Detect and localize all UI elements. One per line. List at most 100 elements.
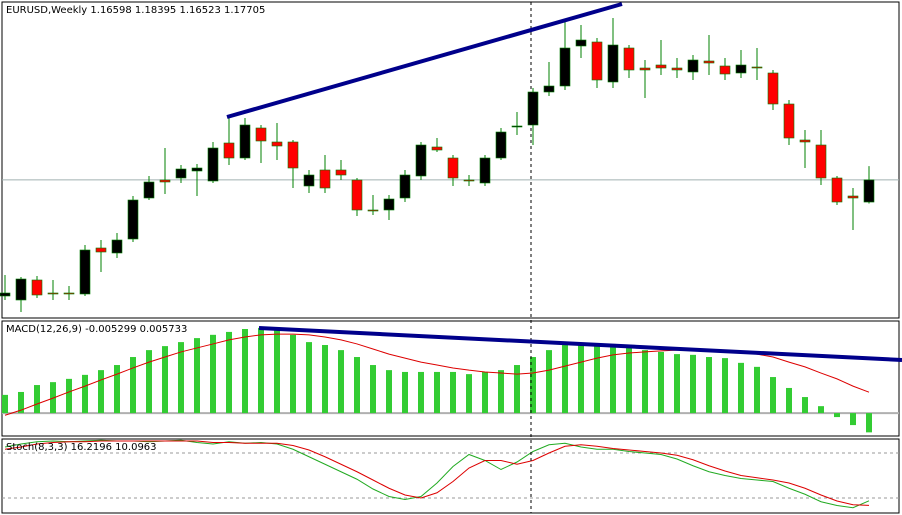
histogram-bar [674, 354, 680, 414]
histogram-bar [562, 345, 568, 414]
histogram-bar [626, 346, 632, 414]
histogram-bar [738, 362, 744, 414]
histogram-bar [114, 365, 120, 414]
histogram-bar [578, 343, 584, 414]
candle-body [863, 179, 875, 203]
histogram-bar [258, 327, 264, 414]
candle-body [223, 142, 235, 159]
candle-body [15, 278, 27, 301]
candle-body [399, 174, 411, 199]
candle-body [591, 41, 603, 81]
trend-line [226, 2, 623, 119]
candle-body [623, 47, 635, 71]
histogram-bar [530, 357, 536, 414]
histogram-bar [146, 350, 152, 414]
histogram-bar [690, 354, 696, 414]
candle-body [831, 177, 843, 203]
macd-title: MACD(12,26,9) -0.005299 0.005733 [6, 324, 187, 335]
candle-body [431, 146, 443, 151]
histogram-bar [18, 391, 24, 414]
histogram-bar [402, 371, 408, 414]
candle-body [95, 247, 107, 253]
candle-body [47, 292, 59, 295]
histogram-bar [850, 413, 856, 426]
candle-body [559, 47, 571, 87]
candle-body [111, 239, 123, 254]
histogram-bar [386, 370, 392, 414]
histogram-bar [434, 371, 440, 414]
candle-body [271, 141, 283, 147]
candle-body [0, 292, 11, 297]
candle-body [367, 209, 379, 212]
candle-body [127, 199, 139, 240]
main-title: EURUSD,Weekly 1.16598 1.18395 1.16523 1.… [6, 5, 265, 16]
stoch-title: Stoch(8,3,3) 16.2196 10.0963 [6, 442, 157, 453]
histogram-bar [50, 382, 56, 414]
candle-body [527, 91, 539, 126]
histogram-bar [802, 397, 808, 414]
candle-body [255, 127, 267, 142]
histogram-bar [306, 342, 312, 414]
candle-body [383, 198, 395, 211]
histogram-bar [594, 345, 600, 414]
candle-body [639, 67, 651, 71]
histogram-bar [242, 329, 248, 414]
candle-body [511, 125, 523, 128]
trend-line [258, 326, 902, 362]
histogram-bar [866, 413, 872, 433]
histogram-bar [786, 387, 792, 414]
candle-body [79, 249, 91, 295]
histogram-bar [82, 374, 88, 414]
histogram-bar [722, 358, 728, 414]
candle-body [575, 39, 587, 47]
candle-body [479, 157, 491, 184]
candle-body [447, 157, 459, 179]
candle-body [287, 141, 299, 169]
histogram-bar [322, 345, 328, 414]
line [4, 439, 870, 509]
histogram-bar [754, 366, 760, 414]
candle-body [719, 65, 731, 75]
histogram-bar [514, 365, 520, 414]
candle-body [543, 85, 555, 93]
candle-body [783, 103, 795, 139]
histogram-bar [354, 357, 360, 414]
candle-body [767, 72, 779, 105]
candle-body [63, 292, 75, 295]
histogram-bar [98, 370, 104, 414]
histogram-bar [194, 338, 200, 414]
stoch-panel [1, 438, 900, 514]
histogram-bar [498, 370, 504, 414]
histogram-bar [274, 330, 280, 414]
candle-body [207, 147, 219, 182]
histogram-bar [610, 343, 616, 414]
candle-body [31, 279, 43, 296]
candle-body [847, 195, 859, 199]
histogram-bar [642, 350, 648, 414]
histogram-bar [338, 350, 344, 414]
candle-body [815, 144, 827, 179]
candle-body [655, 64, 667, 69]
candle-body [159, 179, 171, 183]
histogram-bar [658, 351, 664, 414]
histogram-bar [210, 334, 216, 414]
histogram-bar [370, 365, 376, 414]
histogram-bar [770, 377, 776, 414]
candle-body [751, 66, 763, 69]
candle-body [463, 179, 475, 182]
candle-body [175, 168, 187, 179]
candle-body [239, 124, 251, 159]
candle-body [671, 67, 683, 71]
line [4, 440, 870, 506]
candle-body [607, 44, 619, 83]
candle-body [335, 169, 347, 176]
histogram-bar [418, 371, 424, 414]
histogram-bar [2, 394, 8, 414]
candle-body [303, 174, 315, 187]
candle-body [191, 167, 203, 172]
candle-body [415, 144, 427, 177]
histogram-bar [818, 406, 824, 414]
candle-body [687, 59, 699, 73]
histogram-bar [450, 371, 456, 414]
